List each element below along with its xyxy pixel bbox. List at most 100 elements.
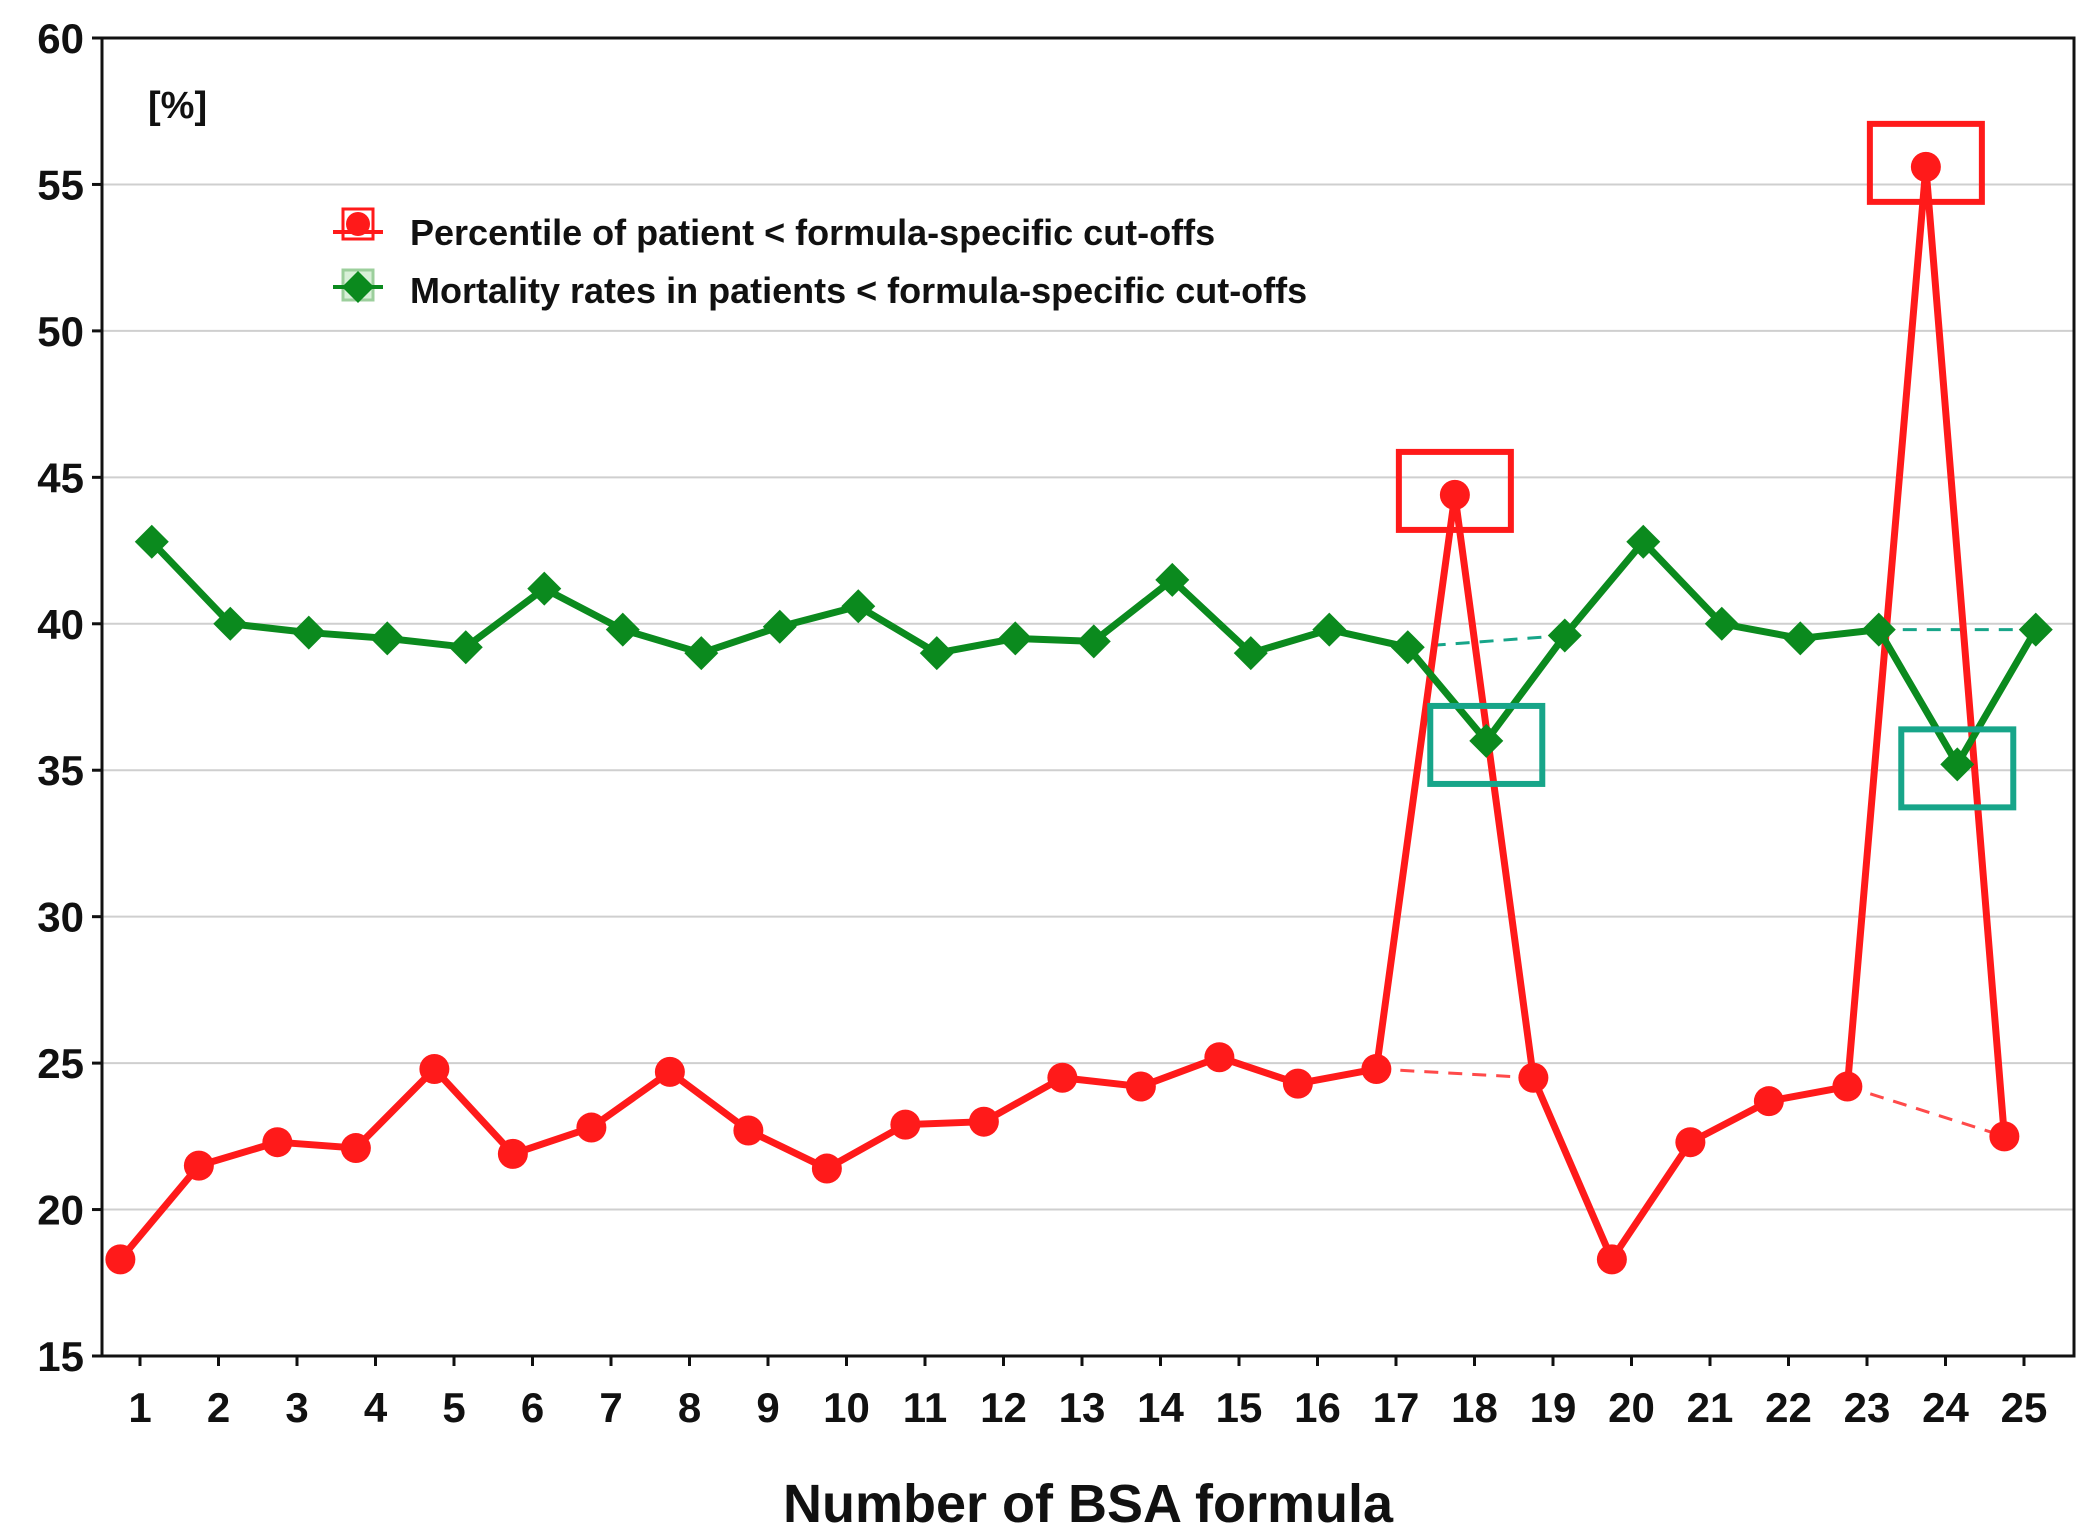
dashed-bridges [1376, 628, 2036, 1138]
x-tick-label-21: 21 [1687, 1384, 1734, 1431]
x-tick-label-13: 13 [1059, 1384, 1106, 1431]
y-tick-label-40: 40 [37, 601, 84, 648]
data-point-s0-10 [811, 1153, 842, 1184]
data-point-s0-8 [654, 1056, 685, 1087]
x-tick-label-25: 25 [2001, 1384, 2048, 1431]
data-point-s0-19 [1518, 1062, 1549, 1093]
highlight-box-2 [1427, 702, 1546, 787]
highlight-box-1 [1866, 120, 1985, 205]
data-point-s0-12 [968, 1106, 999, 1137]
y-tick-label-30: 30 [37, 894, 84, 941]
data-point-s0-23 [1832, 1071, 1863, 1102]
data-point-s0-4 [340, 1133, 371, 1164]
series-lines [105, 151, 2053, 1275]
data-point-s0-11 [890, 1109, 921, 1140]
data-point-s0-15 [1204, 1042, 1235, 1073]
data-point-s1-6 [527, 571, 562, 606]
x-tick-label-16: 16 [1294, 1384, 1341, 1431]
data-point-s1-11 [919, 636, 954, 671]
x-tick-label-18: 18 [1451, 1384, 1498, 1431]
x-axis-title: Number of BSA formula [783, 1474, 1394, 1534]
data-point-s1-4 [370, 621, 405, 656]
data-point-s0-18 [1439, 479, 1470, 510]
x-tick-label-6: 6 [521, 1384, 544, 1431]
x-tick-label-8: 8 [678, 1384, 701, 1431]
series-mortality [134, 524, 2053, 782]
y-axis: 15 20 25 30 35 40 45 50 55 60 [37, 15, 102, 1380]
legend-label-percentile: Percentile of patient < formula-specific… [410, 212, 1215, 253]
y-tick-label-60: 60 [37, 15, 84, 62]
x-axis: 1 2 3 4 5 6 7 8 9 10 11 12 13 14 15 16 17 18 19 20 21 22 23 24 2… [128, 1356, 2047, 1431]
x-tick-label-5: 5 [442, 1384, 465, 1431]
x-tick-label-12: 12 [980, 1384, 1027, 1431]
data-point-s1-10 [841, 589, 876, 624]
data-point-s1-21 [1704, 606, 1739, 641]
data-point-s1-7 [605, 612, 640, 647]
y-tick-label-20: 20 [37, 1187, 84, 1234]
data-point-s1-12 [998, 621, 1033, 656]
x-tick-label-3: 3 [285, 1384, 308, 1431]
gridlines [102, 183, 2074, 1211]
data-point-s0-1 [105, 1244, 136, 1275]
y-tick-label-15: 15 [37, 1333, 84, 1380]
data-point-s0-21 [1675, 1127, 1706, 1158]
x-tick-label-23: 23 [1844, 1384, 1891, 1431]
y-tick-label-25: 25 [37, 1040, 84, 1087]
data-point-s1-24 [1940, 747, 1975, 782]
data-point-s1-2 [213, 606, 248, 641]
data-point-s0-6 [497, 1138, 528, 1169]
data-point-s1-17 [1390, 630, 1425, 665]
data-point-s1-9 [762, 609, 797, 644]
y-tick-label-35: 35 [37, 747, 84, 794]
data-point-s1-5 [448, 630, 483, 665]
y-tick-label-55: 55 [37, 161, 84, 208]
data-point-s1-22 [1783, 621, 1818, 656]
legend-swatch-marker-percentile [346, 212, 370, 236]
data-point-s1-15 [1233, 636, 1268, 671]
data-point-s0-24 [1910, 151, 1941, 182]
data-point-s0-2 [183, 1150, 214, 1181]
highlight-box-0 [1395, 448, 1514, 533]
data-point-s1-3 [291, 615, 326, 650]
highlight-box-3 [1898, 726, 2017, 811]
data-point-s1-23 [1861, 612, 1896, 647]
y-tick-label-50: 50 [37, 308, 84, 355]
data-point-s0-3 [262, 1127, 293, 1158]
x-tick-label-1: 1 [128, 1384, 151, 1431]
legend: Percentile of patient < formula-specific… [333, 207, 1307, 311]
x-tick-label-17: 17 [1373, 1384, 1420, 1431]
data-point-s1-8 [684, 636, 719, 671]
x-tick-label-15: 15 [1216, 1384, 1263, 1431]
x-tick-label-14: 14 [1137, 1384, 1184, 1431]
x-tick-label-9: 9 [756, 1384, 779, 1431]
data-point-s0-17 [1361, 1053, 1392, 1084]
x-tick-label-11: 11 [903, 1384, 947, 1431]
data-point-s1-16 [1312, 612, 1347, 647]
data-point-s1-13 [1076, 624, 1111, 659]
x-tick-label-19: 19 [1530, 1384, 1577, 1431]
data-point-s1-18 [1469, 723, 1504, 758]
y-tick-label-45: 45 [37, 454, 84, 501]
legend-swatch-marker-mortality [342, 271, 374, 303]
data-point-s0-22 [1753, 1086, 1784, 1117]
data-point-s0-7 [576, 1112, 607, 1143]
legend-item-percentile: Percentile of patient < formula-specific… [333, 207, 1215, 253]
legend-label-mortality: Mortality rates in patients < formula-sp… [410, 270, 1307, 311]
data-point-s1-14 [1155, 562, 1190, 597]
data-point-s0-9 [733, 1115, 764, 1146]
data-point-s0-16 [1282, 1068, 1313, 1099]
legend-item-mortality: Mortality rates in patients < formula-sp… [333, 268, 1307, 311]
plot-frame [100, 36, 2076, 1358]
dashed-bridge-0 [1376, 1067, 1534, 1080]
data-point-s1-25 [2018, 612, 2053, 647]
data-point-s1-20 [1626, 524, 1661, 559]
highlight-boxes [1395, 120, 2017, 811]
x-tick-label-24: 24 [1922, 1384, 1969, 1431]
x-tick-label-20: 20 [1608, 1384, 1655, 1431]
x-tick-label-2: 2 [207, 1384, 230, 1431]
x-tick-label-7: 7 [599, 1384, 622, 1431]
data-point-s0-25 [1989, 1121, 2020, 1152]
data-point-s1-19 [1547, 618, 1582, 653]
